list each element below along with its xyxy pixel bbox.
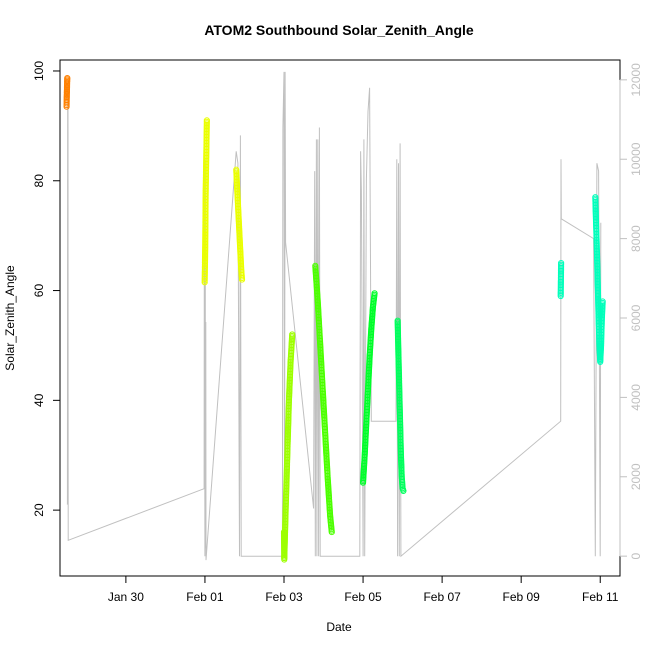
x-tick-label: Feb 03 (265, 590, 303, 604)
x-axis: Jan 30 Feb 01 Feb 03 Feb 05 Feb 07 Feb 09 Feb … (108, 575, 619, 604)
y2-tick-label: 2000 (629, 463, 643, 490)
y2-tick-label: 0 (629, 552, 643, 559)
data-point (64, 75, 71, 82)
y2-tick-label: 8000 (629, 225, 643, 252)
y-tick-label: 40 (32, 393, 46, 407)
x-tick-label: Jan 30 (108, 590, 144, 604)
x-tick-label: Feb 05 (344, 590, 382, 604)
secondary-series-line (66, 71, 602, 561)
x-tick-label: Feb 09 (502, 590, 540, 604)
data-point (400, 487, 407, 495)
y-tick-label: 20 (32, 503, 46, 517)
data-point (558, 260, 565, 267)
y2-tick-label: 12000 (629, 63, 643, 97)
y-axis-label: Solar_Zenith_Angle (3, 265, 17, 371)
y2-tick-label: 10000 (629, 142, 643, 176)
y2-tick-label: 4000 (629, 384, 643, 411)
data-point (328, 528, 335, 536)
y2-axis: 0 2000 4000 6000 8000 10000 12000 (619, 63, 643, 559)
data-point (371, 290, 378, 297)
y-tick-label: 80 (32, 174, 46, 188)
plot-frame (59, 59, 621, 577)
y2-tick-label: 6000 (629, 304, 643, 331)
x-tick-label: Feb 11 (582, 590, 619, 604)
y-tick-label: 100 (32, 61, 46, 81)
data-point (599, 298, 606, 305)
x-axis-label: Date (326, 620, 352, 634)
secondary-line-layer (66, 71, 602, 561)
y-tick-label: 60 (32, 284, 46, 298)
points-layer (63, 75, 606, 563)
data-point (238, 276, 246, 283)
x-tick-label: Feb 07 (423, 590, 461, 604)
data-point (289, 331, 296, 338)
y-axis: 20 40 60 80 100 (32, 61, 61, 517)
chart-title: ATOM2 Southbound Solar_Zenith_Angle (204, 22, 474, 38)
data-point (203, 117, 210, 124)
x-tick-label: Feb 01 (186, 590, 224, 604)
